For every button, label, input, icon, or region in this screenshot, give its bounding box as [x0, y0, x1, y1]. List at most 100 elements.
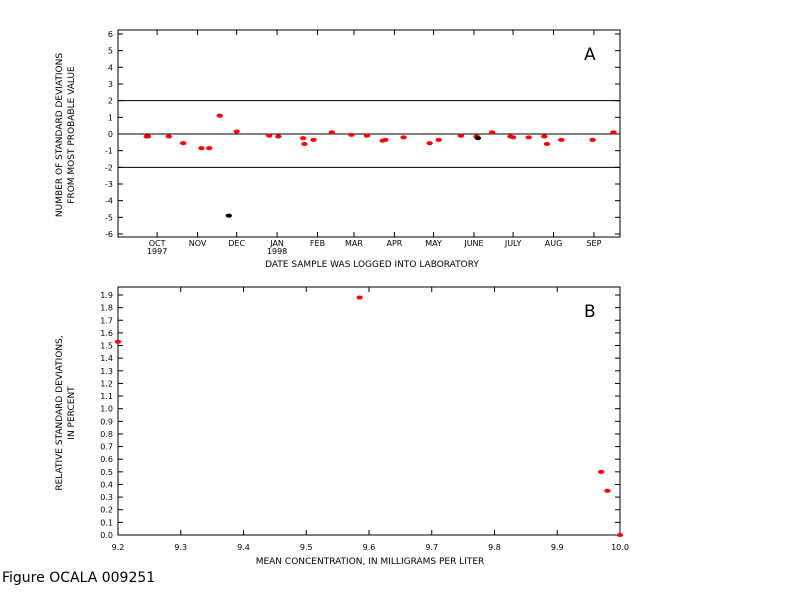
panel-b-y-tick-label: 1.4: [100, 354, 113, 363]
panel-a-y-tick-label: 6: [108, 30, 113, 39]
panel-a-data-point: [543, 142, 551, 146]
panel-b-x-tick-label: 9.4: [237, 543, 250, 552]
panel-a-y-tick-label: 5: [108, 47, 113, 56]
panel-a-x-tick-label: SEP: [586, 239, 601, 248]
panel-a-data-point: [225, 213, 233, 218]
panel-b-x-tick-label: 9.2: [112, 543, 125, 552]
panel-a-x-axis-label: DATE SAMPLE WAS LOGGED INTO LABORATORY: [265, 260, 479, 270]
panel-a-x-tick-label: MAY: [425, 239, 442, 248]
panel-b-y-tick-label: 1.3: [100, 367, 113, 376]
panel-a-data-point: [435, 137, 442, 142]
panel-a-x-tick-label: NOV: [189, 239, 207, 248]
panel-a-y-axis-label-line2: FROM MOST PROBABLE VALUE: [67, 66, 77, 204]
panel-a-x-tick-label: JUNE: [463, 239, 483, 248]
panel-b-x-tick-label: 9.9: [551, 543, 564, 552]
panel-b-chart: 0.0 0.1 0.2 0.3 0.4 0.5 0.6 0.7 0.8 0.9 1.0 1.1 1.2 1…: [55, 286, 629, 567]
panel-a-y-tick-label: -3: [105, 180, 113, 189]
panel-a-reference-lines: [118, 100, 620, 168]
panel-b-y-tick-label: 0.9: [100, 417, 113, 426]
panel-b-y-tick-label: 0.2: [100, 506, 113, 515]
panel-b-y-tick-label: 0.4: [100, 480, 113, 489]
panel-a-data-point: [179, 141, 187, 146]
figure-caption: Figure OCALA 009251: [2, 570, 156, 586]
panel-b-y-tick-label: 1.8: [100, 304, 113, 313]
panel-b-y-tick-label: 0.0: [100, 531, 113, 540]
panel-b-x-axis-label: MEAN CONCENTRATION, IN MILLIGRAMS PER LI…: [256, 557, 485, 567]
panel-b-y-tick-label: 1.2: [100, 379, 113, 388]
panel-a-data-point: [301, 142, 308, 146]
panel-a-data-point: [509, 135, 517, 140]
panel-a-data-point: [589, 137, 596, 142]
panel-a-data-point: [558, 137, 565, 142]
panel-b-y-tick-label: 1.5: [100, 342, 113, 351]
panel-b-x-tick-label: 9.8: [488, 543, 501, 552]
panel-b-data-point: [604, 488, 611, 493]
panel-a-x-year-label: 1997: [147, 247, 167, 256]
panel-a-y-tick-label: 4: [108, 63, 113, 72]
panel-a-y-tick-label: 2: [108, 97, 113, 106]
panel-b-x-tick-label: 9.5: [300, 543, 313, 552]
panel-b-y-tick-label: 1.6: [100, 329, 113, 338]
panel-b-x-tick-label: 9.3: [174, 543, 187, 552]
panel-b-points: [114, 295, 624, 537]
panel-a-data-point: [610, 130, 617, 135]
panel-b-y-tick-label: 0.8: [100, 430, 113, 439]
panel-a-data-point: [216, 113, 223, 118]
panel-a-data-point: [400, 135, 407, 140]
panel-a-x-tick-label: MAR: [345, 239, 363, 248]
panel-a-data-point: [457, 133, 465, 138]
panel-a-y-tick-label: -4: [105, 197, 113, 206]
panel-b-data-point: [356, 295, 363, 300]
panel-a-data-point: [474, 136, 482, 141]
panel-a-x-tick-label: OCT: [149, 239, 166, 248]
panel-a-data-point: [363, 133, 371, 138]
panel-a-data-point: [206, 146, 213, 151]
panel-b-y-axis-label-line2: IN PERCENT: [67, 386, 77, 440]
panel-a-data-point: [310, 137, 317, 142]
panel-a-y-axis-label-line1: NUMBER OF STANDARD DEVIATIONS: [55, 53, 65, 217]
panel-a-data-point: [233, 129, 240, 134]
panel-a-label: A: [584, 45, 596, 65]
panel-b-y-tick-label: 0.1: [100, 518, 113, 527]
panel-b-data-point: [597, 469, 605, 474]
panel-a-data-point: [266, 133, 273, 138]
panel-b-data-point: [114, 339, 122, 344]
panel-a-x-tick-label: AUG: [545, 239, 563, 248]
panel-b-x-tick-label: 10.0: [611, 543, 629, 552]
panel-a-x-tick-label: JAN: [269, 239, 284, 248]
panel-b-y-tick-label: 1.1: [100, 392, 113, 401]
panel-b-y-tick-label: 0.5: [100, 468, 113, 477]
panel-a-x-tick-label: JULY: [504, 239, 522, 248]
panel-a-data-point: [525, 135, 532, 140]
panel-a-data-point: [348, 132, 355, 137]
panel-a-y-tick-label: 3: [108, 80, 113, 89]
panel-b-y-tick-label: 1.9: [100, 291, 113, 300]
panel-a-data-point: [426, 141, 433, 146]
panel-a-data-point: [275, 134, 282, 139]
panel-b-y-tick-label: 1.7: [100, 316, 113, 325]
panel-b-y-axis-label-line1: RELATIVE STANDARD DEVIATIONS,: [55, 335, 65, 490]
panel-a-x-tick-label: APR: [386, 239, 402, 248]
panel-a-y-tick-label: 1: [108, 113, 113, 122]
panel-b-y-tick-label: 0.3: [100, 493, 113, 502]
panel-b-y-ticks: 0.0 0.1 0.2 0.3 0.4 0.5 0.6 0.7 0.8 0.9 1.0 1.1 1.2 1…: [100, 291, 620, 540]
panel-a-y-tick-label: 0: [108, 130, 113, 139]
panel-a-data-point: [165, 134, 173, 139]
panel-a-data-point: [541, 134, 548, 139]
panel-a-data-point: [489, 130, 496, 135]
panel-b-x-ticks: 9.2 9.3 9.4 9.5 9.6 9.7 9.8 9.9 10.0: [112, 287, 629, 552]
panel-a-y-tick-label: -6: [105, 230, 113, 239]
panel-a-data-point: [299, 136, 307, 141]
panel-b-data-point: [616, 533, 624, 537]
panel-a-data-point: [144, 134, 152, 139]
panel-a-data-point: [328, 130, 336, 135]
panel-b-y-tick-label: 1.0: [100, 405, 113, 414]
panel-a-x-tick-label: DEC: [228, 239, 245, 248]
panel-a-y-tick-label: -5: [105, 213, 113, 222]
panel-b-y-tick-label: 0.6: [100, 455, 113, 464]
panel-b-label: B: [584, 302, 596, 322]
panel-a-x-tick-label: FEB: [310, 239, 325, 248]
panel-a-data-point: [382, 137, 389, 142]
